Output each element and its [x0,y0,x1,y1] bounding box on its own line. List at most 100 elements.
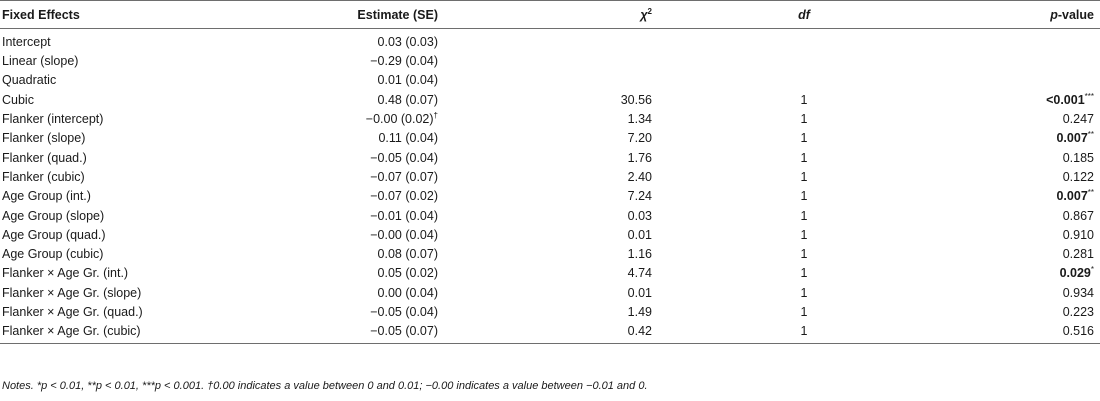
cell-fixed-effect: Intercept [2,35,51,49]
chi-symbol: χ [640,7,648,22]
cell-fixed-effect: Age Group (slope) [2,208,105,223]
cell-chi-square: 7.24 [627,189,652,204]
estimate-value: −0.05 (0.04) [370,150,438,165]
table-body: Intercept 0.03 (0.03) Linear (slope) −0.29 … [0,29,1100,345]
header-row: Fixed Effects Estimate (SE) χ2 df p-valu… [0,0,1100,29]
p-value: 0.247 [1062,112,1094,127]
cell-df: 1 [800,208,808,223]
cell-chi-square: 1.34 [627,112,652,127]
header-df: df [682,0,926,29]
cell-df [682,29,926,53]
cell-p-value: 0.247 [926,110,1100,129]
p-symbol: p [1050,7,1058,22]
cell-estimate: −0.07 (0.02) [300,187,438,206]
cell-estimate: −0.29 (0.04) [300,52,438,71]
estimate-value: −0.00 (0.04) [370,227,438,242]
cell-chi-square: 1.49 [627,305,652,319]
cell-df [682,71,926,90]
cell-estimate: 0.48 (0.07) [300,91,438,110]
cell-p-value: 0.007** [926,129,1100,148]
cell-p-value [926,71,1100,90]
estimate-value: 0.08 (0.07) [377,247,438,262]
significance-stars: ** [1087,188,1094,198]
cell-df: 1 [800,305,808,319]
estimate-value: 0.01 (0.04) [377,73,438,88]
table-row: Flanker (quad.) −0.05 (0.04) 1.76 1 0.185 [0,148,1100,167]
estimate-value: −0.29 (0.04) [370,54,438,69]
cell-fixed-effect: Cubic [2,92,34,107]
cell-df: 1 [800,92,808,107]
cell-chi-square [438,29,682,53]
table-row: Age Group (quad.) −0.00 (0.04) 0.01 1 0.910 [0,226,1100,245]
cell-estimate: −0.00 (0.04) [300,226,438,245]
table-row: Age Group (cubic) 0.08 (0.07) 1.16 1 0.281 [0,245,1100,264]
cell-p-value: 0.281 [926,245,1100,264]
p-value-suffix: -value [1057,7,1094,22]
p-value: <0.001 [1046,92,1085,107]
header-chi-square: χ2 [438,0,682,29]
cell-chi-square: 1.76 [627,150,652,165]
cell-chi-square: 0.01 [627,285,652,300]
cell-df: 1 [800,266,808,281]
cell-chi-square: 30.56 [620,92,652,107]
cell-df: 1 [800,189,808,204]
table-notes: Notes. *p < 0.01, **p < 0.01, ***p < 0.0… [2,380,648,392]
cell-estimate: 0.00 (0.04) [300,284,438,303]
p-value: 0.185 [1062,150,1094,165]
table-row: Flanker × Age Gr. (quad.) −0.05 (0.04) 1.4… [0,303,1100,322]
cell-chi-square: 0.01 [627,227,652,242]
cell-estimate: 0.03 (0.03) [300,29,438,53]
estimate-value: −0.05 (0.04) [370,305,438,319]
cell-fixed-effect: Age Group (int.) [2,189,91,204]
cell-fixed-effect: Age Group (cubic) [2,247,104,262]
table-row: Cubic 0.48 (0.07) 30.56 1 <0.001*** [0,91,1100,110]
cell-estimate: −0.05 (0.04) [300,303,438,322]
cell-chi-square: 7.20 [627,131,652,146]
cell-p-value: 0.516 [926,322,1100,345]
estimate-value: −0.00 (0.02) [365,112,434,127]
cell-df: 1 [800,131,808,146]
cell-estimate: 0.01 (0.04) [300,71,438,90]
cell-p-value: 0.910 [926,226,1100,245]
cell-fixed-effect: Flanker (intercept) [2,112,104,127]
cell-chi-square: 2.40 [627,169,652,184]
estimate-value: 0.05 (0.02) [377,266,438,281]
p-value: 0.223 [1062,305,1094,319]
header-estimate: Estimate (SE) [300,0,438,29]
cell-fixed-effect: Quadratic [2,73,57,88]
header-p-value: p-value [926,0,1100,29]
significance-stars: ** [1087,130,1094,140]
cell-df [682,52,926,71]
cell-chi-square: 1.16 [627,247,652,262]
cell-p-value: 0.029* [926,264,1100,283]
table-row: Age Group (slope) −0.01 (0.04) 0.03 1 0.867 [0,206,1100,225]
estimate-value: 0.03 (0.03) [377,35,438,49]
table-row: Quadratic 0.01 (0.04) [0,71,1100,90]
estimate-value: −0.07 (0.02) [370,189,438,204]
p-value: 0.122 [1062,169,1094,184]
table-row: Linear (slope) −0.29 (0.04) [0,52,1100,71]
cell-df: 1 [800,169,808,184]
cell-estimate: −0.00 (0.02)† [300,110,438,129]
cell-estimate: 0.05 (0.02) [300,264,438,283]
cell-df: 1 [800,227,808,242]
estimate-value: −0.05 (0.07) [370,324,438,339]
cell-p-value: <0.001*** [926,91,1100,110]
estimate-value: 0.48 (0.07) [377,92,438,107]
table-row: Flanker (cubic) −0.07 (0.07) 2.40 1 0.122 [0,168,1100,187]
cell-chi-square [438,52,682,71]
cell-chi-square [438,71,682,90]
cell-fixed-effect: Flanker (slope) [2,131,86,146]
cell-p-value [926,52,1100,71]
cell-df: 1 [800,150,808,165]
p-value: 0.007 [1056,189,1088,204]
cell-fixed-effect: Flanker × Age Gr. (quad.) [2,305,143,319]
table-row: Flanker (slope) 0.11 (0.04) 7.20 1 0.007** [0,129,1100,148]
cell-fixed-effect: Linear (slope) [2,54,79,69]
estimate-value: −0.01 (0.04) [370,208,438,223]
cell-chi-square: 0.03 [627,208,652,223]
p-value: 0.867 [1062,208,1094,223]
table-row: Age Group (int.) −0.07 (0.02) 7.24 1 0.007** [0,187,1100,206]
cell-p-value: 0.223 [926,303,1100,322]
p-value: 0.516 [1062,324,1094,339]
